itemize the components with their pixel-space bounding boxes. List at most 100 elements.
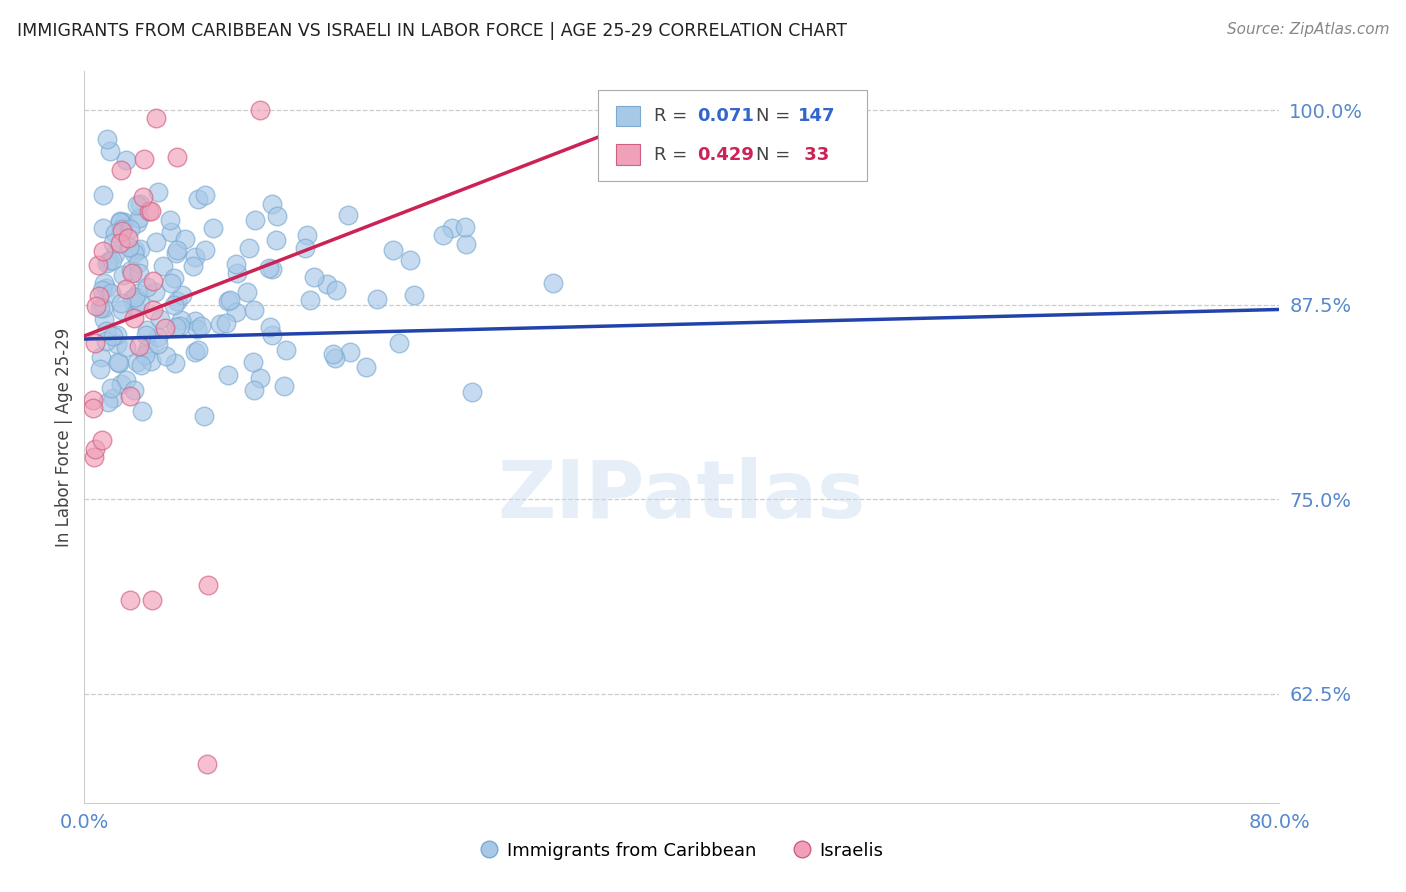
Point — [354, 360, 377, 375]
Point — [162, 298, 184, 312]
Point — [100, 285, 122, 300]
Point — [128, 266, 150, 280]
Point — [129, 242, 152, 256]
Point — [111, 268, 134, 282]
Point — [155, 350, 177, 364]
Point — [139, 204, 162, 219]
Point — [115, 153, 138, 167]
FancyBboxPatch shape — [599, 90, 868, 181]
Point — [93, 312, 115, 326]
Point — [225, 257, 247, 271]
Point — [541, 276, 564, 290]
Point — [104, 227, 127, 241]
Point — [122, 246, 145, 260]
Text: 33: 33 — [797, 145, 830, 164]
Point — [124, 244, 146, 258]
Point — [141, 593, 163, 607]
Point — [138, 341, 160, 355]
Point — [138, 204, 160, 219]
Point — [110, 163, 132, 178]
Text: 147: 147 — [797, 107, 835, 125]
Point — [121, 266, 143, 280]
Point — [93, 276, 115, 290]
Point — [120, 388, 142, 402]
Point — [262, 261, 284, 276]
Point — [136, 323, 159, 337]
Point — [96, 132, 118, 146]
Point — [170, 313, 193, 327]
Point — [145, 235, 167, 249]
Point — [127, 355, 149, 369]
Point — [325, 284, 347, 298]
Point — [108, 235, 131, 250]
Point — [169, 319, 191, 334]
Point — [381, 243, 404, 257]
Point — [94, 281, 117, 295]
Point — [165, 246, 187, 260]
Point — [264, 234, 287, 248]
Point — [146, 337, 169, 351]
Text: Source: ZipAtlas.com: Source: ZipAtlas.com — [1226, 22, 1389, 37]
Point — [134, 348, 156, 362]
Point — [461, 385, 484, 400]
Point — [121, 292, 143, 306]
Point — [91, 187, 114, 202]
Text: 0.429: 0.429 — [697, 145, 755, 164]
Text: R =: R = — [654, 107, 688, 125]
Point — [249, 371, 271, 385]
Point — [135, 280, 157, 294]
Point — [105, 327, 128, 342]
Point — [193, 409, 215, 423]
Point — [323, 351, 346, 365]
Bar — [616, 106, 640, 127]
Point — [91, 244, 114, 258]
Y-axis label: In Labor Force | Age 25-29: In Labor Force | Age 25-29 — [55, 327, 73, 547]
Point — [127, 286, 149, 301]
Point — [82, 393, 104, 408]
Point — [146, 185, 169, 199]
Point — [194, 244, 217, 258]
Point — [83, 442, 105, 456]
Point — [215, 316, 238, 330]
Point — [101, 391, 124, 405]
Point — [89, 362, 111, 376]
Point — [454, 237, 477, 252]
Point — [453, 220, 475, 235]
Point — [181, 260, 204, 274]
Point — [260, 327, 283, 342]
Point — [298, 293, 321, 307]
Point — [100, 381, 122, 395]
Point — [274, 343, 297, 358]
Point — [170, 287, 193, 301]
Text: N =: N = — [756, 107, 790, 125]
Point — [217, 368, 239, 382]
Point — [243, 383, 266, 397]
Text: IMMIGRANTS FROM CARIBBEAN VS ISRAELI IN LABOR FORCE | AGE 25-29 CORRELATION CHAR: IMMIGRANTS FROM CARIBBEAN VS ISRAELI IN … — [17, 22, 846, 40]
Point — [87, 258, 110, 272]
Point — [187, 192, 209, 206]
Point — [105, 337, 128, 351]
Point — [159, 225, 181, 239]
Point — [125, 198, 148, 212]
Point — [91, 221, 114, 235]
Point — [238, 241, 260, 255]
Point — [118, 239, 141, 253]
Point — [197, 578, 219, 592]
Point — [165, 319, 187, 334]
Point — [432, 227, 454, 242]
Point — [91, 283, 114, 297]
Point — [129, 294, 152, 309]
Point — [194, 188, 217, 202]
Point — [124, 300, 146, 314]
Point — [110, 296, 132, 310]
Point — [337, 208, 360, 222]
Point — [90, 351, 112, 365]
Point — [190, 318, 212, 333]
Point — [110, 376, 132, 391]
Point — [245, 212, 267, 227]
Point — [235, 285, 257, 299]
Point — [89, 301, 111, 316]
Point — [124, 290, 146, 304]
Point — [98, 144, 121, 158]
Point — [107, 354, 129, 368]
